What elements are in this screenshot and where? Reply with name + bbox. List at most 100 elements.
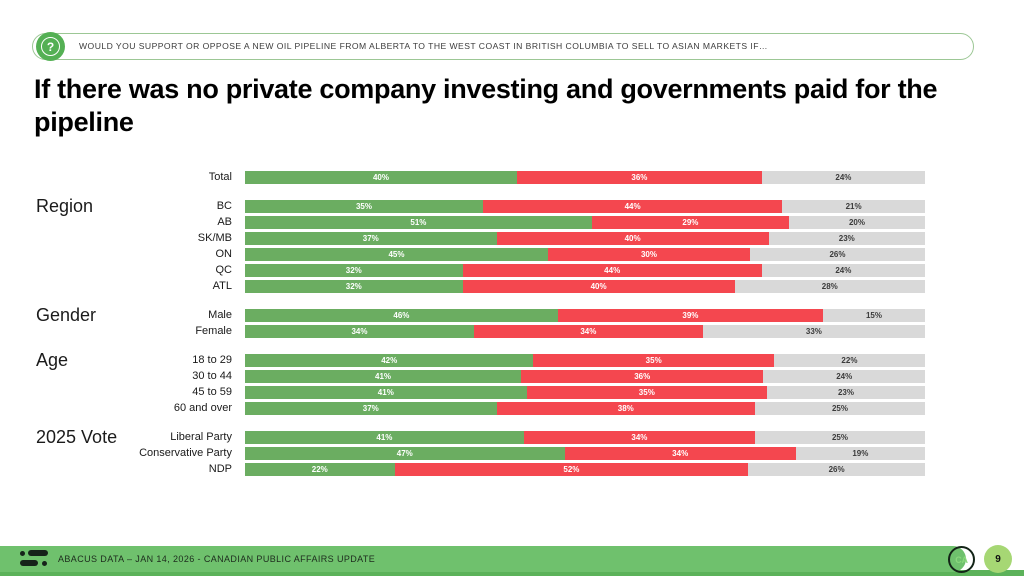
footer-bar (0, 546, 966, 572)
unsure-segment: 15% (822, 309, 925, 322)
row-label: BC (216, 200, 232, 212)
support-segment: 22% (245, 463, 395, 476)
unsure-segment: 23% (768, 232, 925, 245)
chart-row: Conservative Party 47% 34% 19% (0, 447, 1024, 460)
row-label: AB (217, 216, 232, 228)
group-label: 2025 Vote (36, 427, 118, 447)
chart-row: QC 32% 44% 24% (0, 264, 1024, 277)
group-label: Gender (36, 305, 97, 325)
row-label: Total (208, 171, 232, 183)
row-label: Conservative Party (139, 447, 232, 459)
stacked-bar: 32% 40% 28% (245, 280, 925, 293)
support-segment: 41% (245, 386, 527, 399)
group-label: Age (36, 350, 69, 370)
support-segment: 42% (245, 354, 534, 367)
question-banner (32, 33, 974, 60)
chart: Total 40% 36% 24% Region BC 35% 44% 21% AB 51% 29% 2… (0, 171, 1024, 479)
stacked-bar: 47% 34% 19% (245, 447, 925, 460)
oppose-segment: 52% (394, 463, 749, 476)
chart-row: BC 35% 44% 21% (0, 200, 1024, 213)
row-label: Liberal Party (170, 431, 232, 443)
unsure-segment: 23% (767, 386, 925, 399)
stacked-bar: 41% 35% 23% (245, 386, 925, 399)
support-segment: 51% (245, 216, 592, 229)
question-mark-icon: ? (36, 32, 65, 61)
stacked-bar: 40% 36% 24% (245, 171, 925, 184)
chart-group: Total 40% 36% 24% (0, 171, 1024, 184)
unsure-segment: 25% (754, 431, 925, 444)
stacked-bar: 32% 44% 24% (245, 264, 925, 277)
stacked-bar: 22% 52% 26% (245, 463, 925, 476)
support-segment: 35% (245, 200, 483, 213)
unsure-segment: 25% (754, 402, 925, 415)
abacus-data-logo (20, 550, 50, 568)
page-title: If there was no private company investin… (34, 74, 938, 137)
chart-group: Age 18 to 29 42% 35% 22% 30 to 44 41% 36% 24% 45 … (0, 350, 1024, 415)
support-segment: 41% (245, 431, 524, 444)
row-label: ATL (212, 280, 232, 292)
stacked-bar: 34% 34% 33% (245, 325, 925, 338)
unsure-segment: 28% (734, 280, 925, 293)
unsure-segment: 20% (788, 216, 925, 229)
unsure-segment: 21% (782, 200, 925, 213)
support-segment: 47% (245, 447, 565, 460)
chart-row: ATL 32% 40% 28% (0, 280, 1024, 293)
support-segment: 34% (245, 325, 474, 338)
row-label: ON (215, 248, 233, 260)
oppose-segment: 39% (557, 309, 823, 322)
stacked-bar: 45% 30% 26% (245, 248, 925, 261)
oppose-segment: 36% (517, 171, 762, 184)
footer-text: ABACUS DATA – JAN 14, 2026 - CANADIAN PU… (58, 554, 376, 564)
stacked-bar: 42% 35% 22% (245, 354, 925, 367)
chart-row: 18 to 29 42% 35% 22% (0, 354, 1024, 367)
unsure-segment: 26% (749, 248, 925, 261)
unsure-segment: 26% (748, 463, 925, 476)
stacked-bar: 37% 38% 25% (245, 402, 925, 415)
row-label: 18 to 29 (192, 354, 232, 366)
oppose-segment: 35% (533, 354, 774, 367)
stacked-bar: 41% 36% 24% (245, 370, 925, 383)
oppose-segment: 44% (483, 200, 783, 213)
row-label: SK/MB (197, 232, 232, 244)
chart-row: ON 45% 30% 26% (0, 248, 1024, 261)
chart-row: Male 46% 39% 15% (0, 309, 1024, 322)
row-label: NDP (208, 463, 232, 475)
page-number: 9 (984, 545, 1012, 573)
oppose-segment: 34% (523, 431, 755, 444)
oppose-segment: 36% (521, 370, 764, 383)
stacked-bar: 35% 44% 21% (245, 200, 925, 213)
unsure-segment: 24% (763, 370, 925, 383)
chart-row: 30 to 44 41% 36% 24% (0, 370, 1024, 383)
chart-row: NDP 22% 52% 26% (0, 463, 1024, 476)
ca-logo: CA (948, 546, 975, 573)
oppose-segment: 38% (496, 402, 755, 415)
chart-row: 45 to 59 41% 35% 23% (0, 386, 1024, 399)
unsure-segment: 33% (702, 325, 925, 338)
stacked-bar: 46% 39% 15% (245, 309, 925, 322)
chart-group: 2025 Vote Liberal Party 41% 34% 25% Conservat… (0, 427, 1024, 476)
oppose-segment: 34% (473, 325, 703, 338)
question-text: WOULD YOU SUPPORT OR OPPOSE A NEW OIL PI… (79, 41, 768, 51)
support-segment: 37% (245, 402, 497, 415)
chart-row: Liberal Party 41% 34% 25% (0, 431, 1024, 444)
support-segment: 40% (245, 171, 517, 184)
group-label: Region (36, 196, 94, 216)
support-segment: 32% (245, 264, 463, 277)
chart-row: AB 51% 29% 20% (0, 216, 1024, 229)
support-segment: 46% (245, 309, 558, 322)
support-segment: 41% (245, 370, 522, 383)
unsure-segment: 24% (761, 171, 925, 184)
footer-strip (0, 570, 1024, 576)
oppose-segment: 29% (591, 216, 789, 229)
chart-group: Region BC 35% 44% 21% AB 51% 29% 20% SK/MB 37% 40% 2… (0, 196, 1024, 293)
support-segment: 32% (245, 280, 463, 293)
stacked-bar: 51% 29% 20% (245, 216, 925, 229)
unsure-segment: 22% (773, 354, 925, 367)
oppose-segment: 35% (526, 386, 767, 399)
row-label: Female (195, 325, 232, 337)
stacked-bar: 37% 40% 23% (245, 232, 925, 245)
oppose-segment: 30% (547, 248, 750, 261)
row-label: 45 to 59 (192, 386, 232, 398)
chart-row: Female 34% 34% 33% (0, 325, 1024, 338)
